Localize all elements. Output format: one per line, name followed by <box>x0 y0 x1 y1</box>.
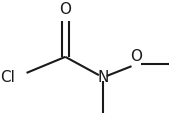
Text: O: O <box>130 49 142 64</box>
Text: Cl: Cl <box>0 70 15 85</box>
Text: O: O <box>59 2 71 17</box>
Text: N: N <box>97 70 109 85</box>
